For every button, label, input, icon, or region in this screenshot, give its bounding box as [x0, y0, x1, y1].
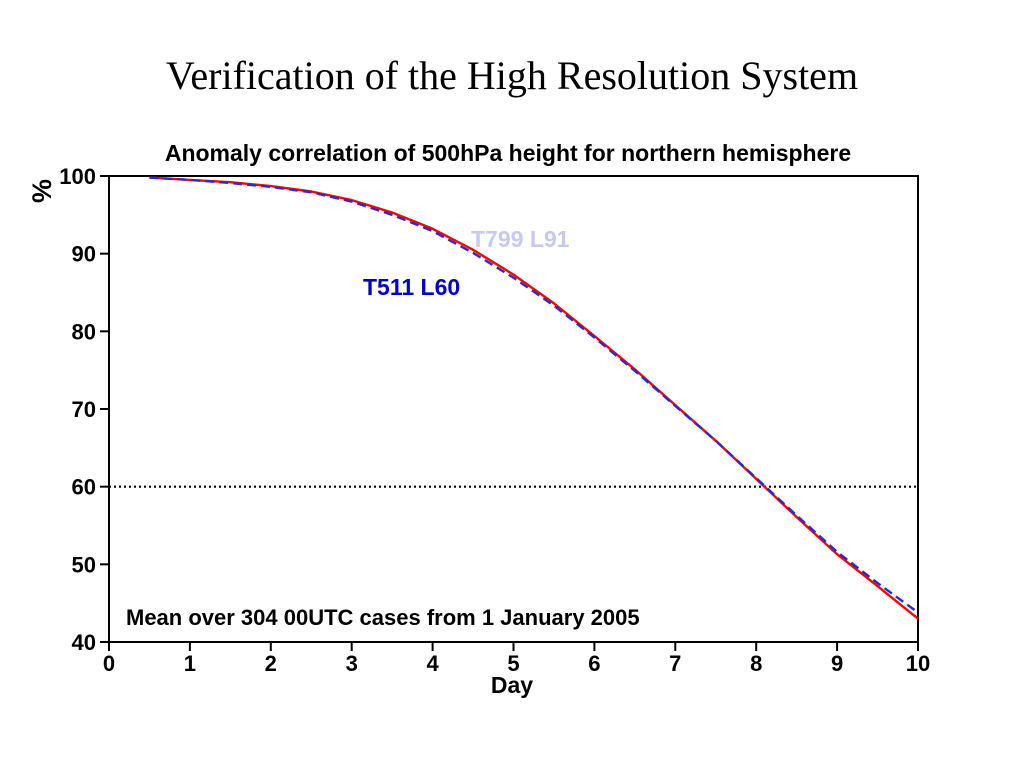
series-label: T799 L91: [471, 226, 570, 252]
x-tick-label: 2: [265, 651, 277, 676]
y-tick-label: 60: [72, 475, 96, 500]
slide-title: Verification of the High Resolution Syst…: [165, 53, 859, 98]
x-axis-label: Day: [491, 672, 533, 698]
y-tick-label: 40: [72, 630, 96, 655]
x-tick-label: 6: [588, 651, 600, 676]
x-tick-label: 4: [426, 651, 439, 676]
x-tick-label: 7: [669, 651, 681, 676]
x-tick-label: 5: [507, 651, 519, 676]
plot-area: 0 1 2 3 4 5 6 7 8 9 10 40 50 60 70 80 90 100 T799 L91 T511 …: [59, 164, 930, 676]
x-tick-label: 1: [184, 651, 196, 676]
y-tick-label: 70: [72, 397, 96, 422]
x-tick-label: 9: [831, 651, 843, 676]
y-tick-label: 90: [72, 242, 96, 267]
x-tick-label: 10: [906, 651, 930, 676]
chart-title: Anomaly correlation of 500hPa height for…: [165, 140, 851, 166]
series-label: T511 L60: [363, 274, 460, 300]
y-tick-label: 100: [59, 164, 96, 189]
y-tick-label: 80: [72, 319, 96, 344]
chart-annotation: Mean over 304 00UTC cases from 1 January…: [126, 605, 640, 630]
x-tick-label: 0: [103, 651, 115, 676]
y-axis-label: %: [27, 179, 57, 203]
x-tick-label: 3: [346, 651, 358, 676]
series-line-t511-l60: [149, 176, 919, 614]
x-tick-label: 8: [750, 651, 762, 676]
y-tick-label: 50: [72, 552, 96, 577]
